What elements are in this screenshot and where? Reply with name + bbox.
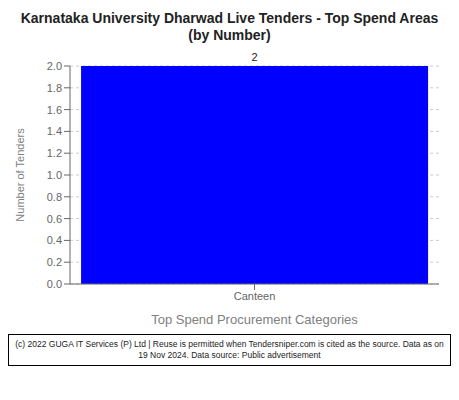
html-text:(c) 2022 GUGA IT Services (P): (c) 2022 GUGA IT Services (P) Ltd | Reus… [15, 339, 444, 360]
svg-text:1.0: 1.0 [47, 169, 62, 181]
svg-text:2.0: 2.0 [47, 60, 62, 72]
svg-text:0.8: 0.8 [47, 191, 62, 203]
svg-text:0.4: 0.4 [47, 234, 62, 246]
svg-text:Number of Tenders: Number of Tenders [14, 128, 26, 222]
html-text:Karnataka University Dharwad L: Karnataka University Dharwad Live Tender… [20, 10, 439, 43]
svg-text:1.2: 1.2 [47, 147, 62, 159]
svg-text:0.2: 0.2 [47, 256, 62, 268]
svg-text:1.6: 1.6 [47, 104, 62, 116]
svg-text:1.4: 1.4 [47, 125, 62, 137]
svg-text:Canteen: Canteen [234, 290, 276, 302]
svg-text:0.6: 0.6 [47, 213, 62, 225]
svg-text:Top Spend Procurement Categori: Top Spend Procurement Categories [151, 312, 358, 327]
svg-text:0.0: 0.0 [47, 278, 62, 290]
svg-text:2: 2 [252, 51, 258, 63]
svg-text:1.8: 1.8 [47, 82, 62, 94]
